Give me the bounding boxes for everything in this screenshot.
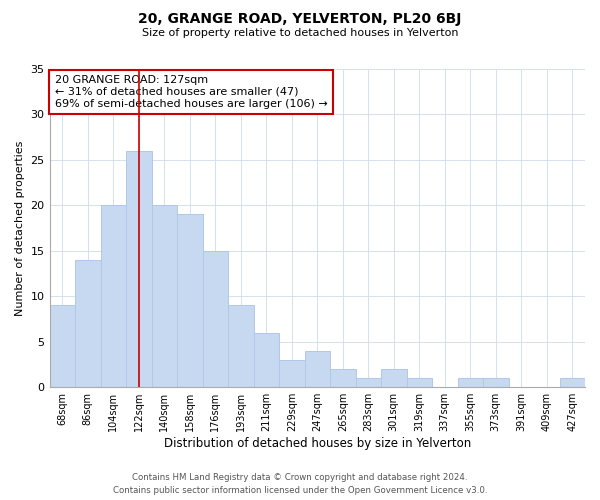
Bar (228, 306, 254, 387)
Bar (203, 251, 228, 387)
Bar (305, 351, 330, 387)
Bar (483, 378, 509, 387)
Bar (407, 378, 432, 387)
Text: Size of property relative to detached houses in Yelverton: Size of property relative to detached ho… (142, 28, 458, 38)
Bar (330, 369, 356, 387)
Bar (152, 206, 177, 387)
Bar (458, 378, 483, 387)
Y-axis label: Number of detached properties: Number of detached properties (15, 140, 25, 316)
Text: Contains HM Land Registry data © Crown copyright and database right 2024.
Contai: Contains HM Land Registry data © Crown c… (113, 473, 487, 495)
Bar (356, 378, 381, 387)
Bar (254, 332, 279, 387)
Bar (75, 260, 101, 387)
Text: 20 GRANGE ROAD: 127sqm
← 31% of detached houses are smaller (47)
69% of semi-det: 20 GRANGE ROAD: 127sqm ← 31% of detached… (55, 76, 328, 108)
Bar (50, 306, 75, 387)
Text: 20, GRANGE ROAD, YELVERTON, PL20 6BJ: 20, GRANGE ROAD, YELVERTON, PL20 6BJ (139, 12, 461, 26)
Bar (177, 214, 203, 387)
Bar (279, 360, 305, 387)
Bar (381, 369, 407, 387)
Bar (101, 206, 126, 387)
X-axis label: Distribution of detached houses by size in Yelverton: Distribution of detached houses by size … (164, 437, 471, 450)
Bar (560, 378, 585, 387)
Bar (126, 151, 152, 387)
